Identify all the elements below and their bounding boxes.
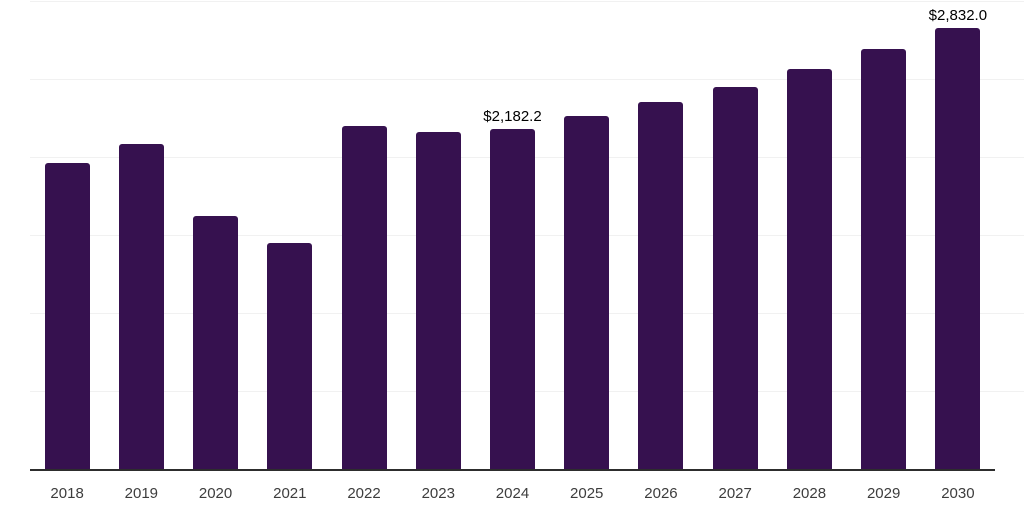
- bar-2021: [267, 242, 313, 470]
- x-tick-label-2022: 2022: [347, 485, 381, 502]
- bar-2020: [193, 216, 239, 470]
- x-axis-line: [30, 469, 995, 471]
- x-tick-label-2028: 2028: [792, 485, 827, 502]
- x-tick-label-2024: 2024: [495, 485, 530, 502]
- gridline-2500: [30, 79, 1024, 80]
- gridline-3000: [30, 1, 1024, 2]
- bar-2022: [341, 126, 387, 470]
- bar-2027: [712, 86, 758, 470]
- bar-2023: [415, 131, 461, 470]
- x-tick-label-2026: 2026: [644, 485, 678, 502]
- x-tick-label-2029: 2029: [866, 485, 901, 502]
- bar-2026: [638, 102, 684, 470]
- bar-2030: [935, 27, 981, 470]
- x-tick-label-2018: 2018: [50, 485, 84, 502]
- x-tick-label-2025: 2025: [570, 485, 604, 502]
- x-tick-label-2021: 2021: [273, 485, 307, 502]
- bar-value-label-2030: $2,832.0: [928, 6, 988, 24]
- x-tick-label-2030: 2030: [941, 485, 975, 502]
- x-tick-label-2027: 2027: [718, 485, 752, 502]
- bar-2018: [44, 162, 90, 470]
- x-tick-label-2020: 2020: [198, 485, 233, 502]
- bar-2025: [564, 116, 610, 470]
- x-tick-label-2023: 2023: [421, 485, 455, 502]
- x-tick-label-2019: 2019: [124, 485, 159, 502]
- bar-2024: [490, 129, 535, 470]
- bar-2028: [786, 69, 832, 470]
- bar-2029: [861, 49, 907, 470]
- bar-value-label-2024: $2,182.2: [483, 108, 542, 126]
- bar-2019: [118, 144, 164, 470]
